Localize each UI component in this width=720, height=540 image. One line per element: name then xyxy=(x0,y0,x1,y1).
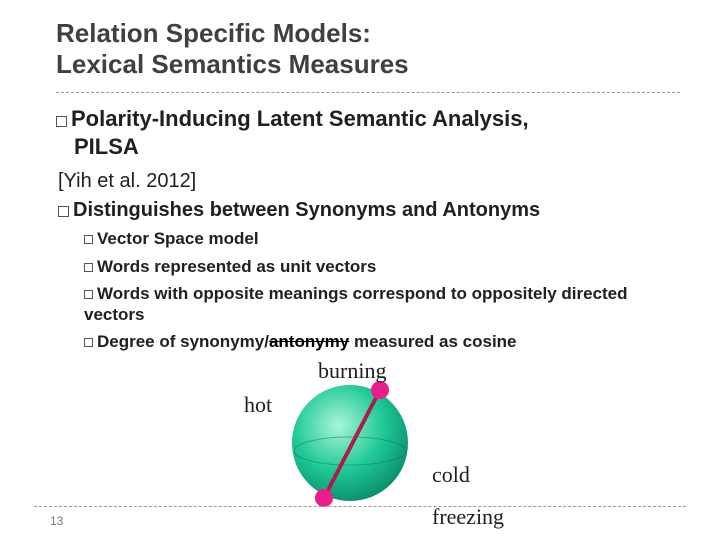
sub-bullet-unit-vectors: Words represented as unit vectors xyxy=(84,256,680,277)
word-burning: burning xyxy=(318,358,386,384)
checkbox-icon xyxy=(84,338,93,347)
bullet-pilsa-acronym: PILSA xyxy=(74,134,139,159)
bullet-pilsa: Polarity-Inducing Latent Semantic Analys… xyxy=(56,105,680,160)
sphere-svg xyxy=(280,378,420,518)
title-line-1: Relation Specific Models: xyxy=(56,18,371,48)
checkbox-icon xyxy=(56,116,67,127)
bullet-distinguishes-text: Distinguishes between Synonyms and Anton… xyxy=(73,199,540,221)
bullet-pilsa-line1: Polarity-Inducing Latent Semantic Analys… xyxy=(71,106,529,131)
word-hot: hot xyxy=(244,392,272,418)
sub-bullet-vector-space: Vector Space model xyxy=(84,228,680,249)
sub-bullet-opposite: Words with opposite meanings correspond … xyxy=(84,283,680,326)
checkbox-icon xyxy=(84,235,93,244)
title-divider xyxy=(56,92,680,93)
checkbox-icon xyxy=(84,290,93,299)
page-number: 13 xyxy=(50,514,63,528)
word-freezing: freezing xyxy=(432,504,504,530)
citation-text: [Yih et al. 2012] xyxy=(58,170,680,193)
sub-bullet-cosine: Degree of synonymy/antonymy measured as … xyxy=(84,331,680,352)
word-cold: cold xyxy=(432,462,470,488)
checkbox-icon xyxy=(84,263,93,272)
footer-divider xyxy=(34,506,686,507)
title-line-2: Lexical Semantics Measures xyxy=(56,49,409,79)
sphere-diagram xyxy=(280,378,420,518)
checkbox-icon xyxy=(58,206,69,217)
bullet-distinguishes: Distinguishes between Synonyms and Anton… xyxy=(58,199,680,222)
slide-title: Relation Specific Models: Lexical Semant… xyxy=(56,18,680,88)
